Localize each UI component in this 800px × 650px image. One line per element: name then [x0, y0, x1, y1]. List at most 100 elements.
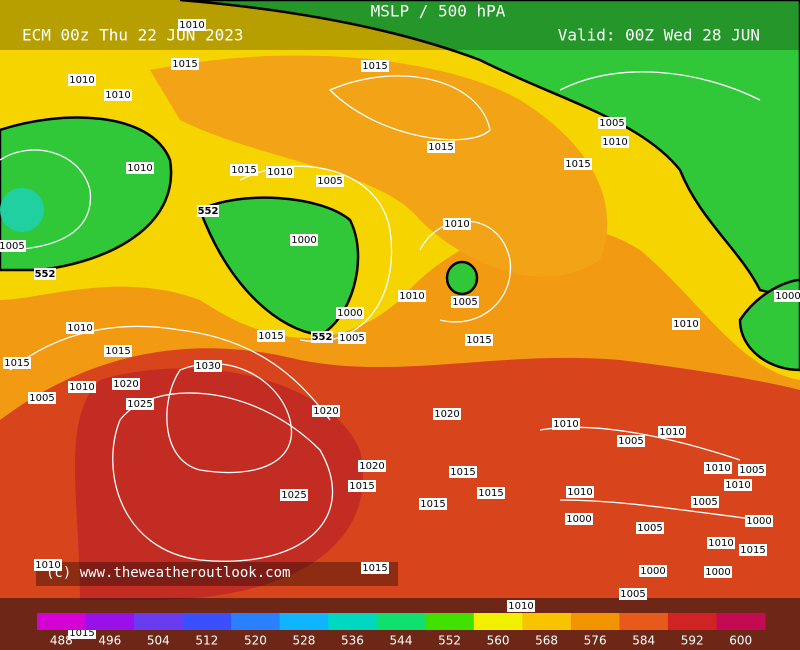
- colorbar-swatch: [473, 613, 523, 630]
- colorbar-tick-label: 520: [244, 634, 267, 648]
- isobar-label: 1015: [362, 563, 387, 574]
- isobar-label-box: [178, 19, 206, 31]
- isobar-label-box: [617, 435, 645, 447]
- isobar-label: 1010: [553, 419, 578, 430]
- isobar-label: 1010: [399, 291, 424, 302]
- colorbar-swatch: [279, 613, 329, 630]
- isobar-label-box: [398, 290, 426, 302]
- isobar: [166, 363, 293, 474]
- colorbar-tick-label: 528: [292, 634, 315, 648]
- colorbar-swatch: [667, 613, 717, 630]
- colorbar-tick-label: 512: [195, 634, 218, 648]
- isobar-label-box: [566, 486, 594, 498]
- isobar: [9, 325, 331, 421]
- isobar-label: 1010: [444, 219, 469, 230]
- isobar-label: 1015: [69, 628, 94, 639]
- isobar-label: 1000: [705, 567, 730, 578]
- isobar-label-box: [433, 408, 461, 420]
- isobar-label: 1010: [602, 137, 627, 148]
- isobar: [559, 71, 761, 101]
- isobar-label: 1020: [313, 406, 338, 417]
- isobar-label-box: [104, 345, 132, 357]
- isobar-label-box: [451, 296, 479, 308]
- isobar-label: 1010: [673, 319, 698, 330]
- map-title: MSLP / 500 hPA: [371, 2, 506, 21]
- isobar-label: 1015: [420, 499, 445, 510]
- isobar-label-box: [552, 418, 580, 430]
- isobar-label: 1010: [508, 601, 533, 612]
- isobar-label-box: [738, 464, 766, 476]
- isobar-label: 1000: [566, 514, 591, 525]
- isobar-label: 1015: [4, 358, 29, 369]
- isobar-label-box: [601, 136, 629, 148]
- run-label: ECM 00z Thu 22 JUN 2023: [22, 26, 244, 45]
- isobar-label: 1010: [127, 163, 152, 174]
- isobar-label-box: [126, 162, 154, 174]
- valid-label: Valid: 00Z Wed 28 JUN: [558, 26, 760, 45]
- isobar-label: 1010: [105, 90, 130, 101]
- isobar-label: 1005: [739, 465, 764, 476]
- isobar: [328, 75, 491, 141]
- isobar-label-box: [691, 496, 719, 508]
- isobar-label-box: [230, 164, 258, 176]
- thickness-label: 552: [198, 206, 219, 217]
- thickness-label-box: [34, 268, 56, 280]
- isobar-label: 1010: [708, 538, 733, 549]
- isobar-label-box: [68, 74, 96, 86]
- isobar-label: 1010: [35, 560, 60, 571]
- isobar-label: 1010: [179, 20, 204, 31]
- isobar-label: 1010: [69, 382, 94, 393]
- colorbar-tick-label: 592: [681, 634, 704, 648]
- green-zone: [738, 278, 800, 372]
- isobar-label: 1025: [127, 399, 152, 410]
- colorbar-swatch: [231, 613, 281, 630]
- isobar-label-box: [724, 479, 752, 491]
- isobar-label-box: [361, 562, 389, 574]
- colorbar-tick-label: 488: [50, 634, 73, 648]
- isobar-label: 1005: [29, 393, 54, 404]
- isobar-label: 1015: [565, 159, 590, 170]
- colorbar-swatch: [376, 613, 426, 630]
- colorbar-tick-label: 600: [729, 634, 752, 648]
- isobar-label: 1020: [434, 409, 459, 420]
- isobar-label: 1005: [618, 436, 643, 447]
- isobar-label: 1025: [281, 490, 306, 501]
- copyright: (c) www.theweatheroutlook.com: [46, 565, 290, 581]
- isobar-label-box: [619, 588, 647, 600]
- colorbar-tick-label: 576: [584, 634, 607, 648]
- isobar-label: 1000: [640, 566, 665, 577]
- isobar-label-box: [672, 318, 700, 330]
- isobar-label: 1000: [291, 235, 316, 246]
- isobar-label-box: [704, 462, 732, 474]
- isobar-label-box: [348, 480, 376, 492]
- isobar-label: 1000: [746, 516, 771, 527]
- colorbar-swatch: [619, 613, 669, 630]
- colorbar-tick-label: 504: [147, 634, 170, 648]
- isobar: [0, 149, 92, 251]
- isobar-label: 1010: [67, 323, 92, 334]
- thickness-label: 552: [35, 269, 56, 280]
- colorbar-swatch: [522, 613, 572, 630]
- isobar-label: 1010: [705, 463, 730, 474]
- isobar-label-box: [427, 141, 455, 153]
- isobar-label: 1015: [258, 331, 283, 342]
- isobar-label-box: [336, 307, 364, 319]
- isobar-label: 1005: [452, 297, 477, 308]
- thickness-label-box: [311, 331, 333, 343]
- isobar-label: 1020: [359, 461, 384, 472]
- isobar-label: 1005: [692, 497, 717, 508]
- colorbar-swatch: [85, 613, 135, 630]
- header-band: [0, 0, 800, 50]
- isobar-label-box: [316, 175, 344, 187]
- colorbar-tick-label: 496: [98, 634, 121, 648]
- isobar-label-box: [639, 565, 667, 577]
- isobar-label-box: [358, 460, 386, 472]
- isobar-label: 1010: [725, 480, 750, 491]
- isobar-label-box: [312, 405, 340, 417]
- colorbar-swatch: [716, 613, 766, 630]
- isobar-label-box: [636, 522, 664, 534]
- isobar-label-box: [465, 334, 493, 346]
- isobar-label-box: [266, 166, 294, 178]
- colorbar-tick-label: 584: [632, 634, 655, 648]
- isobar-label-box: [68, 381, 96, 393]
